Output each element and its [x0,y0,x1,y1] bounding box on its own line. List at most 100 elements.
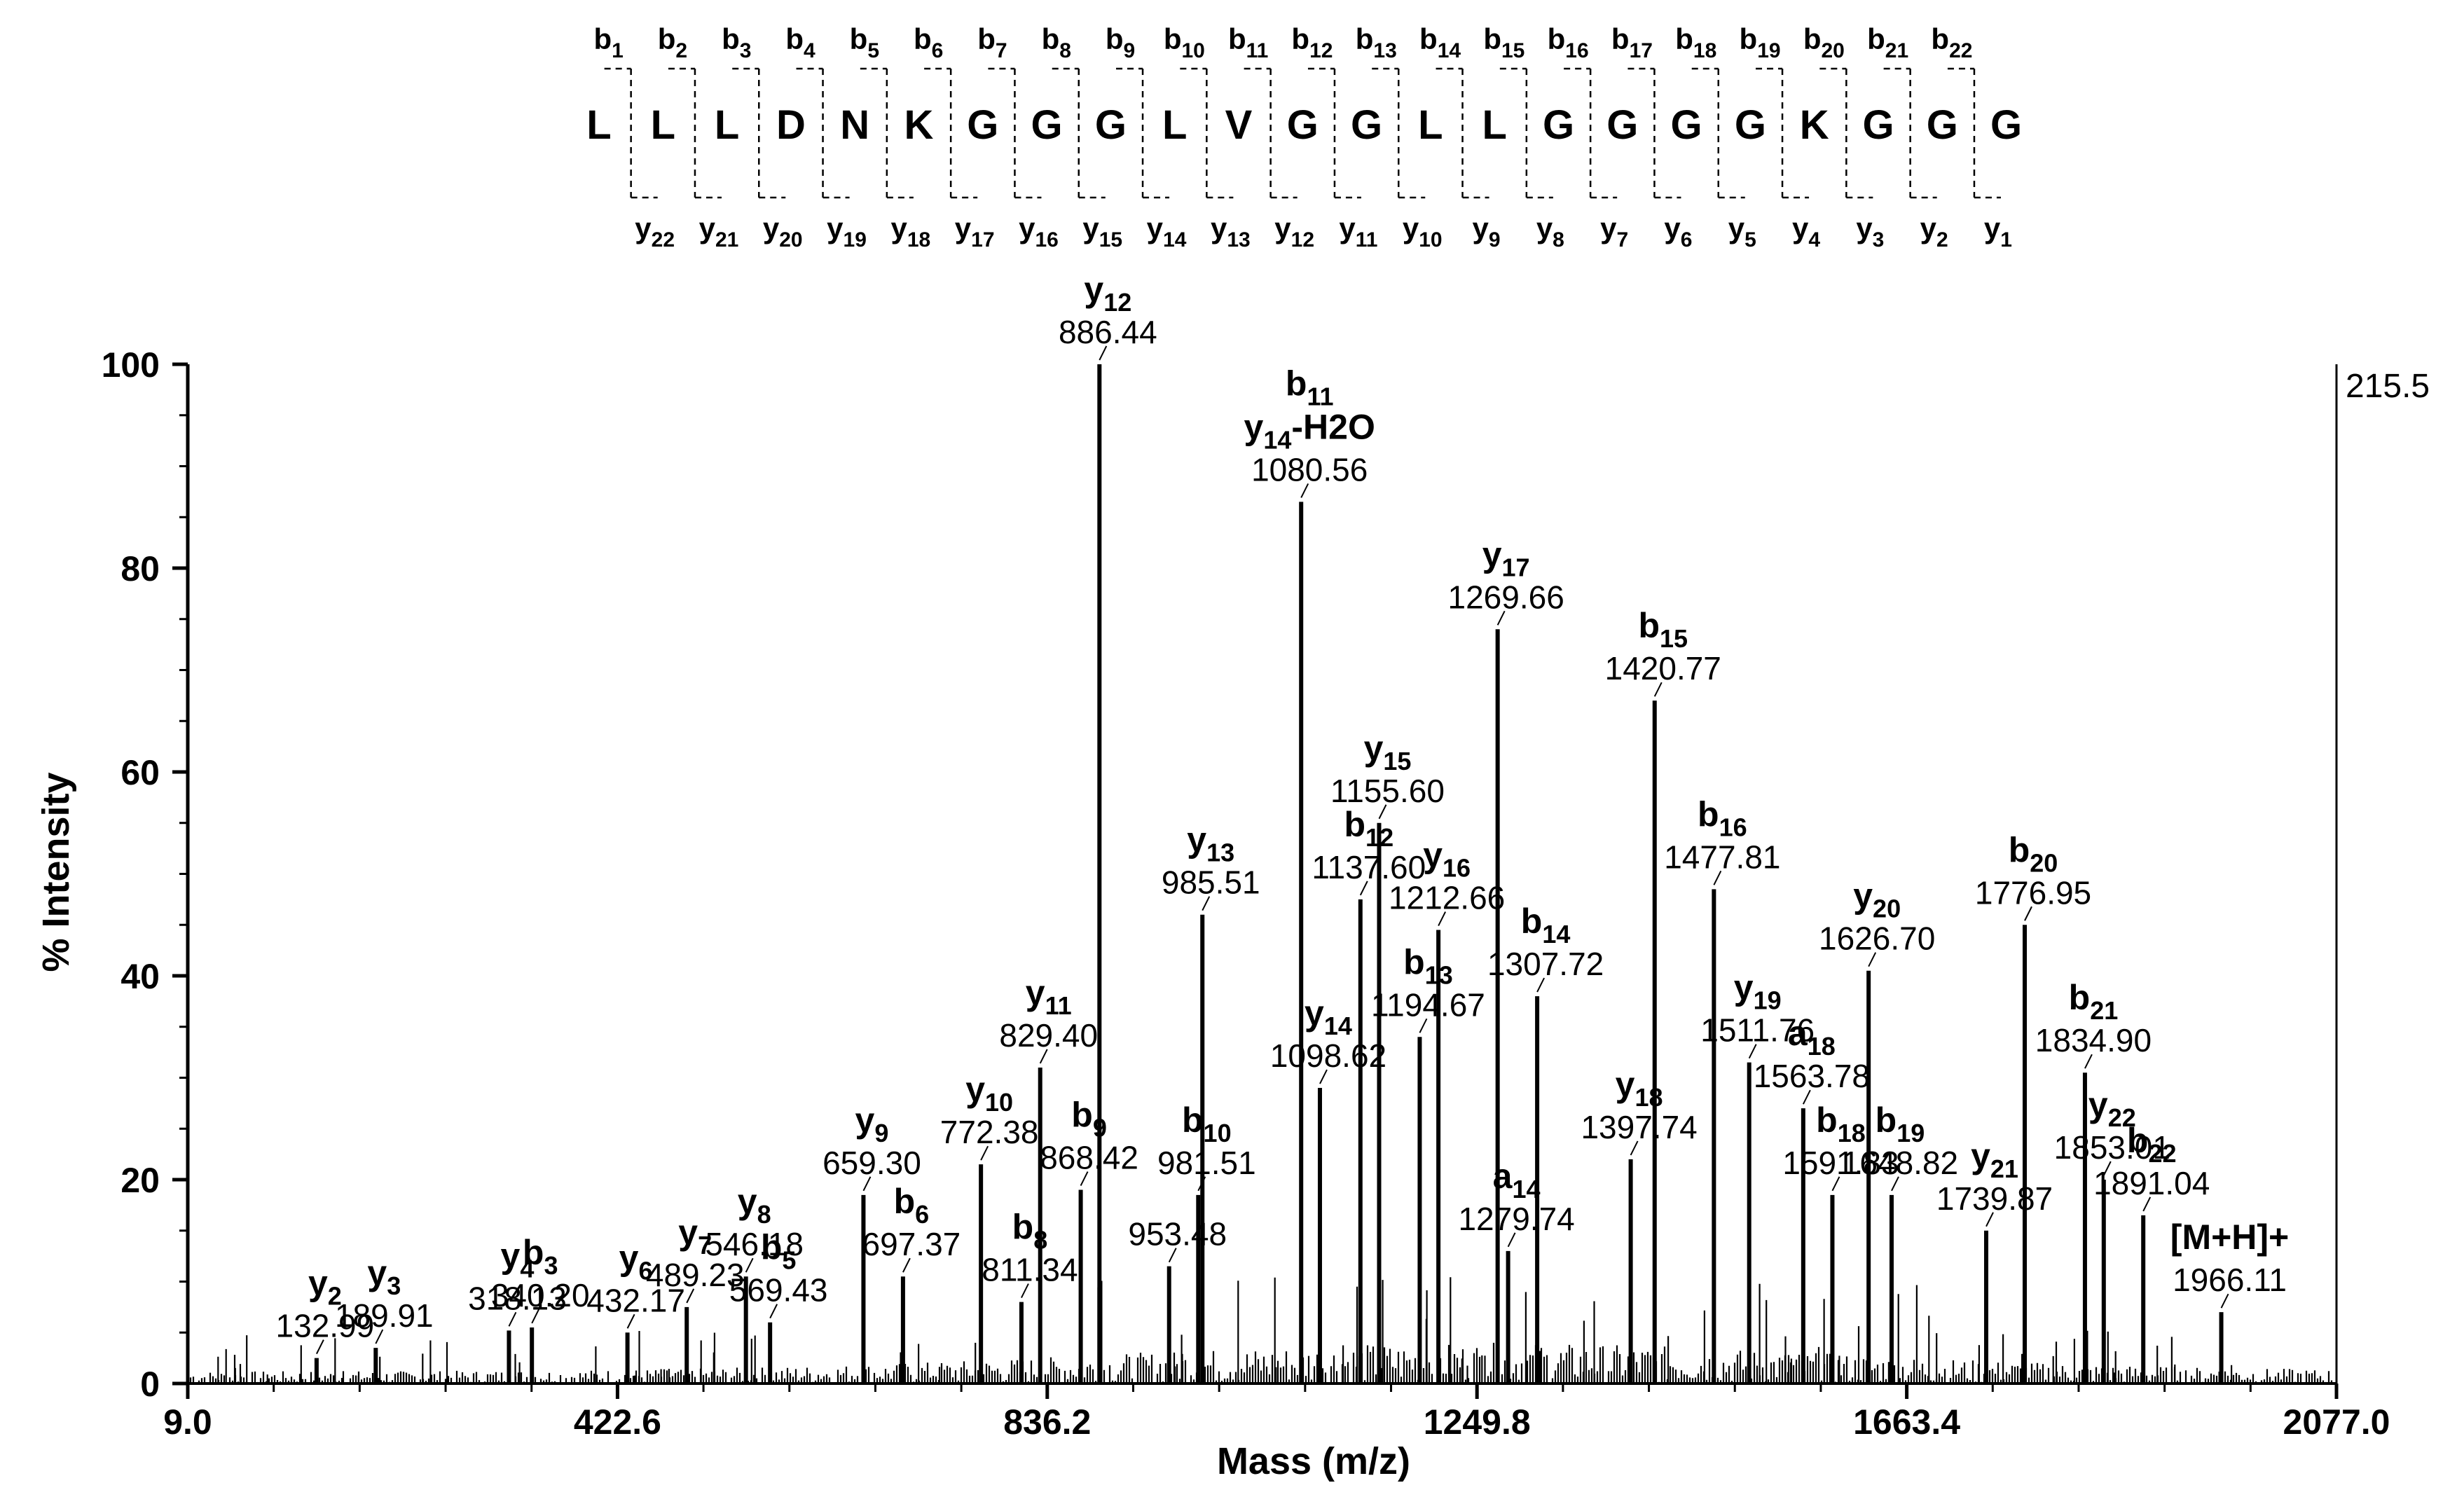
peak-ion-label: y22 [2088,1085,2136,1132]
peak-ion-label: y6 [619,1238,653,1285]
sequence-residue: V [1225,102,1253,148]
peak-mz-label: 1591.83 [1782,1145,1899,1181]
peak-ion-label: b22 [2127,1121,2177,1168]
y-ion-label: y11 [1339,212,1377,251]
y-ion-label: y7 [1600,212,1628,251]
y-ion-label: y9 [1473,212,1501,251]
y-ion-label: y16 [1019,212,1059,251]
peak-leader-line [2142,1196,2152,1212]
sequence-residue: N [840,102,869,148]
peak-leader-line [1713,870,1722,885]
y-axis-title: % Intensity [35,772,77,972]
peak-mz-label: 1080.56 [1251,451,1368,488]
b-ion-label: b8 [1042,22,1071,62]
y-ion-label: y13 [1211,212,1251,251]
peak-mz-label: 868.42 [1040,1140,1138,1176]
sequence-residue: G [1287,102,1319,148]
peak-leader-line [1197,1176,1206,1192]
peak-leader-line [1021,1283,1029,1299]
peak-ion-label: b3 [523,1233,558,1280]
sequence-residue: L [1418,102,1443,148]
b-ion-label: b3 [722,22,751,62]
b-ion-label: b20 [1803,22,1845,62]
y-tick-label: 40 [121,957,160,996]
peak-mz-label: 697.37 [862,1226,961,1262]
peak-mz-label: 1477.81 [1664,839,1780,875]
peak-ion-label: b18 [1816,1101,1866,1147]
peak-ion-label: y14-H2O [1244,407,1375,454]
peak-mz-label: 340.20 [491,1277,590,1313]
peak-mz-label: 1155.60 [1330,773,1445,809]
peak-mz-label: 189.91 [335,1297,434,1334]
sequence-residue: G [1735,102,1766,148]
peak-leader-line [1630,1140,1639,1156]
b-ion-label: b19 [1740,22,1781,62]
y-tick-label: 100 [102,345,160,385]
peak-mz-label: 1966.11 [2173,1262,2287,1298]
peak-ion-label: b11 [1286,364,1334,410]
peak-ion-label: b21 [2069,978,2119,1025]
b-ion-label: b22 [1931,22,1972,62]
sequence-residue: L [586,102,611,148]
peak-ion-label: y15 [1364,729,1412,775]
y-ion-label: y14 [1147,212,1187,251]
peak-mz-label: 1853.01 [2054,1129,2170,1166]
peak-ion-label: y4 [501,1236,535,1283]
peak-leader-line [1168,1248,1177,1263]
b-ion-label: b6 [914,22,943,62]
b-ion-label: b14 [1419,22,1461,62]
max-intensity-label: 215.5 [2346,368,2430,405]
peak-leader-line [862,1176,872,1192]
noise-trace [189,1277,2333,1384]
peak-mz-label: 981.51 [1157,1145,1256,1181]
peak-ion-label: b13 [1403,942,1453,989]
peak-leader-line [1039,1049,1048,1064]
peak-mz-label: 1279.74 [1458,1201,1574,1237]
y-ion-label: y5 [1728,212,1756,251]
peak-leader-line [1653,682,1663,697]
b-ion-label: b13 [1356,22,1397,62]
peak-leader-line [769,1304,778,1319]
y-ion-label: y6 [1664,212,1692,251]
peak-mz-label: 432.17 [586,1282,685,1318]
sequence-residue: G [1606,102,1638,148]
peak-mz-label: 1563.78 [1754,1058,1870,1094]
sequence-residue: G [967,102,998,148]
peak-leader-line [1985,1212,1994,1227]
peak-leader-line [2220,1293,2229,1309]
b-ion-label: b18 [1675,22,1716,62]
peak-leader-line [1496,610,1506,626]
peak-leader-line [1099,345,1108,361]
peak-leader-line [1748,1044,1757,1059]
peak-leader-line [1868,952,1877,967]
peak-ion-label: [M+H]+ [2170,1217,2289,1257]
x-axis-title: Mass (m/z) [1217,1440,1410,1482]
sequence-residue: G [1351,102,1382,148]
peak-mz-label: 1891.04 [2093,1165,2210,1201]
peak-ion-label: b6 [894,1182,930,1229]
peak-ion-label: b14 [1521,902,1571,948]
peak-ion-label: y21 [1971,1136,2018,1183]
peak-leader-line [1507,1232,1516,1248]
sequence-residue: G [1927,102,1958,148]
peak-leader-line [2102,1161,2112,1176]
peak-mz-label: 886.44 [1059,314,1157,350]
peak-leader-line [1359,881,1368,896]
peak-leader-line [315,1339,324,1355]
peak-ion-label: y8 [738,1182,771,1229]
peak-mz-label: 1834.90 [2035,1022,2152,1058]
y-ion-label: y20 [763,212,803,251]
y-ion-label: y3 [1856,212,1884,251]
y-ion-label: y17 [955,212,995,251]
peak-ion-label: y2 [308,1264,342,1311]
b-ion-label: b12 [1291,22,1333,62]
peak-mz-label: 953.48 [1128,1216,1227,1253]
y-ion-label: y4 [1792,212,1820,251]
peak-ion-label: y20 [1853,876,1901,923]
y-ion-label: y10 [1403,212,1443,251]
x-tick-label: 9.0 [163,1402,212,1442]
peak-ion-label: b12 [1344,805,1394,852]
peak-leader-line [1419,1018,1428,1033]
y-tick-label: 60 [121,753,160,792]
